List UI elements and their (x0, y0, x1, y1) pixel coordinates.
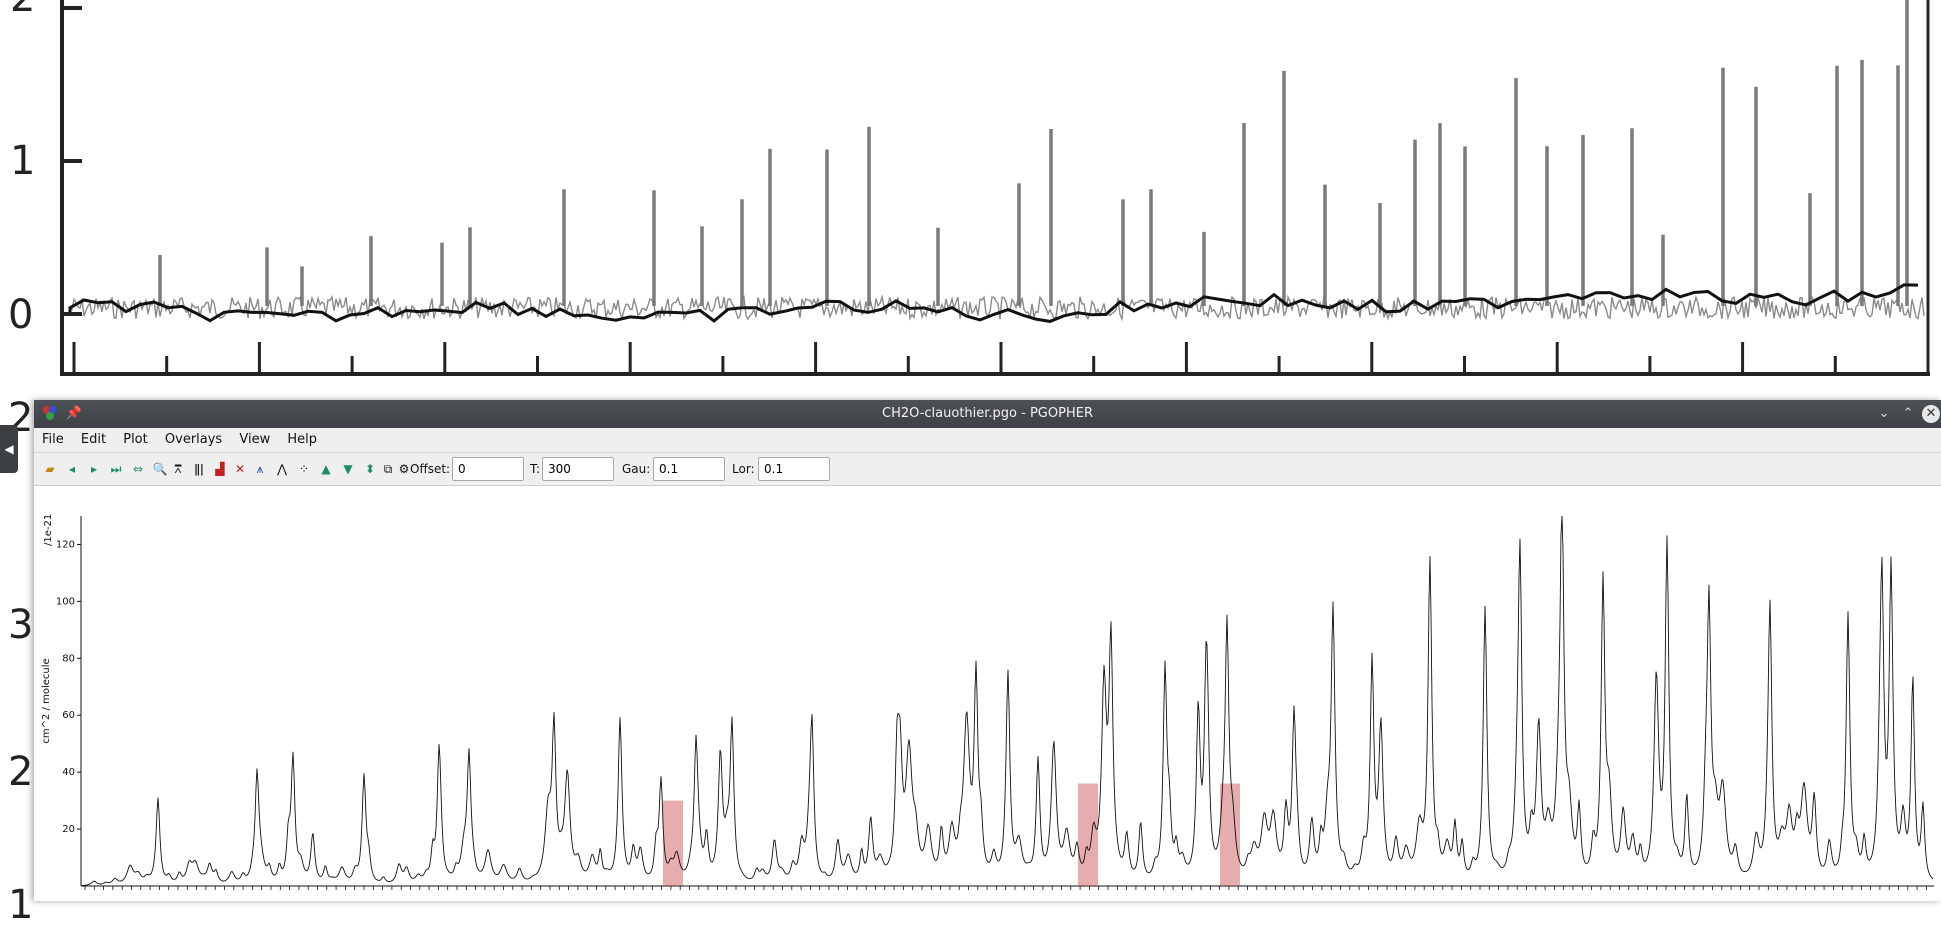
bg-ytick-2: 2 (10, 0, 35, 18)
y-axis-label: cm^2 / molecule (41, 658, 52, 743)
peak-find-icon[interactable]: ⩞ (174, 462, 182, 476)
pgopher-window: 📌 CH2O-clauothier.pgo - PGOPHER ⌄ ⌃ ✕ Fi… (34, 400, 1941, 901)
temperature-input[interactable] (542, 457, 614, 481)
bg-measured-trace (69, 294, 1925, 322)
chevron-left-icon: ◀ (4, 442, 14, 456)
close-icon[interactable]: ✕ (1922, 405, 1940, 423)
menu-view[interactable]: View (239, 432, 271, 447)
highlight-region (1078, 783, 1098, 886)
bg-side-number: 1 (8, 882, 34, 928)
spectrum-line (81, 515, 1934, 886)
panel-toggle-tab[interactable]: ◀ (0, 425, 18, 473)
open-file-icon[interactable]: ▰ (45, 462, 55, 476)
bg-smoothed-line (68, 283, 1919, 323)
settings-icon[interactable]: ⚙ (398, 462, 410, 476)
y-tick-label: 100 (56, 596, 75, 607)
offset-input[interactable] (452, 457, 524, 481)
t-label: T: (530, 462, 541, 476)
bar-chart-icon[interactable]: ▟ (215, 462, 225, 476)
menu-edit[interactable]: Edit (80, 432, 107, 447)
title-bar[interactable]: 📌 CH2O-clauothier.pgo - PGOPHER ⌄ ⌃ ✕ (34, 400, 1941, 428)
lorentzian-width-input[interactable] (758, 457, 830, 481)
y-tick-label: 120 (56, 539, 75, 550)
toolbar: ▰ ◂ ▸ ⏭ ⇔ 🔍 ⩞ ǁǀ ▟ ✕ ⩚ ⋀ ⁘ ▲ ▼ ⬍ ⧉ ⚙ Off… (34, 453, 1941, 486)
down-arrow-icon[interactable]: ▼ (343, 462, 353, 476)
y-tick-label: 20 (62, 824, 75, 835)
offset-label: Offset: (410, 462, 451, 476)
fit-icon[interactable]: ⩚ (256, 462, 264, 476)
y-tick-label: 80 (62, 653, 75, 664)
app-icon[interactable] (40, 404, 60, 424)
maximize-icon[interactable]: ⌃ (1902, 406, 1914, 421)
y-tick-label: 60 (62, 710, 75, 721)
up-arrow-icon[interactable]: ▲ (321, 462, 331, 476)
zoom-icon[interactable]: 🔍 (152, 462, 168, 476)
bg-side-number: 2 (8, 749, 34, 795)
nav-right-icon[interactable]: ▸ (90, 462, 98, 476)
lor-label: Lor: (732, 462, 755, 476)
nav-left-icon[interactable]: ◂ (68, 462, 76, 476)
gaussian-width-input[interactable] (653, 457, 725, 481)
expand-icon[interactable]: ⇔ (132, 462, 144, 476)
spectrum-plot-area[interactable]: 120 100 80 60 40 20/1e-21 cm^2 / molecule (34, 486, 1941, 901)
bg-ytick-1: 1 (10, 138, 36, 184)
y-tick-label: 40 (62, 767, 75, 778)
y-unit-label: /1e-21 (43, 514, 54, 546)
menu-file[interactable]: File (42, 432, 64, 447)
delete-icon[interactable]: ✕ (234, 462, 246, 476)
bg-side-number: 3 (8, 602, 34, 648)
menu-bar: File Edit Plot Overlays View Help (34, 428, 1941, 453)
stick-spectrum-icon[interactable]: ǁǀ (194, 462, 204, 476)
nav-last-icon[interactable]: ⏭ (110, 462, 122, 476)
highlight-region (663, 800, 683, 886)
bg-ytick-0: 0 (8, 292, 34, 338)
pin-icon[interactable]: 📌 (65, 406, 83, 421)
up-down-icon[interactable]: ⬍ (364, 462, 376, 476)
copy-icon[interactable]: ⧉ (383, 462, 393, 476)
gau-label: Gau: (622, 462, 651, 476)
background-plot (0, 0, 1941, 400)
scatter-icon[interactable]: ⁘ (298, 462, 310, 476)
minimize-icon[interactable]: ⌄ (1878, 406, 1890, 421)
menu-plot[interactable]: Plot (123, 432, 148, 447)
menu-help[interactable]: Help (287, 432, 317, 447)
menu-overlays[interactable]: Overlays (164, 432, 223, 447)
highlight-region (1220, 783, 1240, 886)
window-title: CH2O-clauothier.pgo - PGOPHER (882, 406, 1093, 421)
peak-icon[interactable]: ⋀ (277, 462, 287, 476)
